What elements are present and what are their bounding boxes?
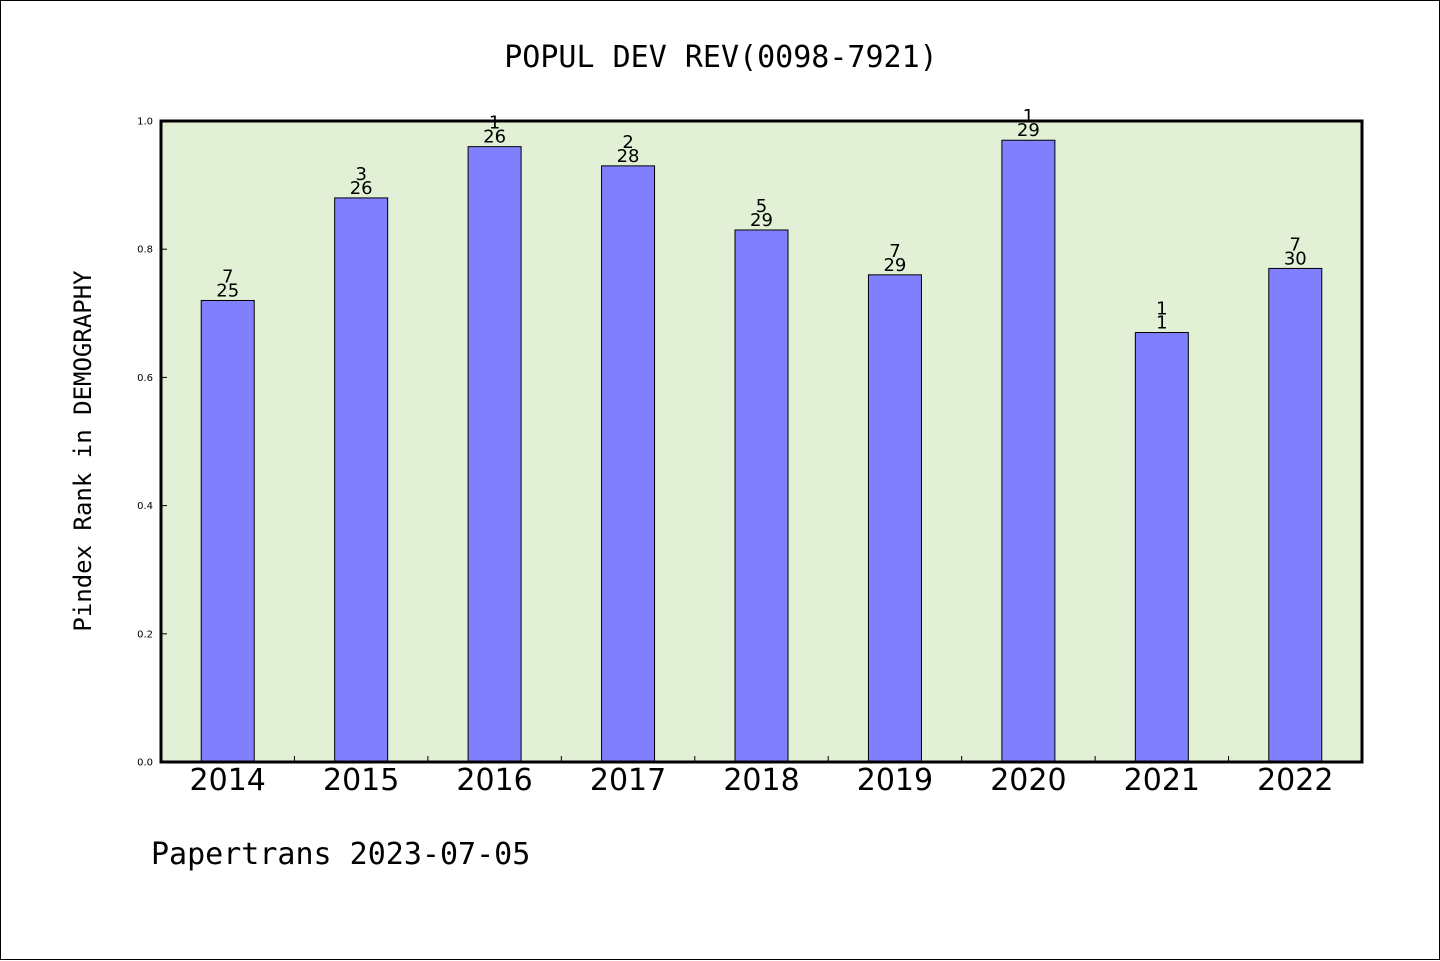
x-tick-label: 2021 [1124, 763, 1200, 798]
footer-text: Papertrans 2023-07-05 [151, 837, 530, 872]
y-tick-label: 0.8 [137, 245, 153, 256]
bar-2017 [601, 165, 656, 763]
plot-border [159, 119, 1364, 764]
bar-2015 [334, 197, 389, 763]
x-tick-label: 2014 [190, 763, 266, 798]
bar-2019 [867, 274, 922, 763]
x-tick-label: 2016 [456, 763, 532, 798]
bar-label-top: 3 [355, 164, 366, 185]
bar-label-bottom: 29 [1017, 120, 1040, 141]
bar-label-top: 7 [889, 241, 900, 262]
x-tick-label: 2020 [990, 763, 1066, 798]
bar-2021 [1134, 332, 1189, 763]
y-tick-label: 0.4 [137, 501, 153, 512]
bar-label-top: 5 [756, 196, 767, 217]
bar-label-bottom: 26 [350, 178, 373, 199]
bar-label-bottom: 29 [750, 210, 773, 231]
bars-layer [200, 139, 1323, 763]
y-tick-label: 1.0 [137, 117, 153, 128]
x-tick-label: 2019 [857, 763, 933, 798]
bar-2022 [1268, 267, 1323, 763]
y-axis-label: Pindex Rank in DEMOGRAPHY [69, 270, 97, 632]
bar-label-top: 1 [1156, 299, 1167, 320]
bar-label-top: 7 [222, 266, 233, 287]
bar-label-top: 2 [622, 132, 633, 153]
bar-label-top: 1 [489, 113, 500, 134]
chart-title: POPUL DEV REV(0098-7921) [504, 40, 937, 75]
bar-2014 [200, 299, 255, 763]
x-tick-label: 2018 [723, 763, 799, 798]
bar-label-top: 1 [1023, 106, 1034, 127]
bar-2020 [1001, 139, 1056, 763]
bar-label-bottom: 26 [483, 127, 506, 148]
y-tick-label: 0.6 [137, 373, 153, 384]
bar-label-top: 7 [1290, 234, 1301, 255]
bar-label-bottom: 1 [1156, 313, 1167, 334]
x-tick-label: 2017 [590, 763, 666, 798]
x-tick-label: 2022 [1257, 763, 1333, 798]
bar-2018 [734, 229, 789, 763]
bar-label-bottom: 30 [1284, 248, 1307, 269]
y-tick-label: 0.0 [137, 758, 153, 769]
bar-label-bottom: 29 [883, 255, 906, 276]
bar-label-bottom: 25 [216, 280, 239, 301]
x-tick-label: 2015 [323, 763, 399, 798]
bar-2016 [467, 146, 522, 763]
bar-label-bottom: 28 [617, 146, 640, 167]
y-tick-label: 0.2 [137, 629, 153, 640]
x-axis-ticks: 2014 2015 2016 2017 2018 2019 2020 2021 2022 [190, 756, 1333, 798]
